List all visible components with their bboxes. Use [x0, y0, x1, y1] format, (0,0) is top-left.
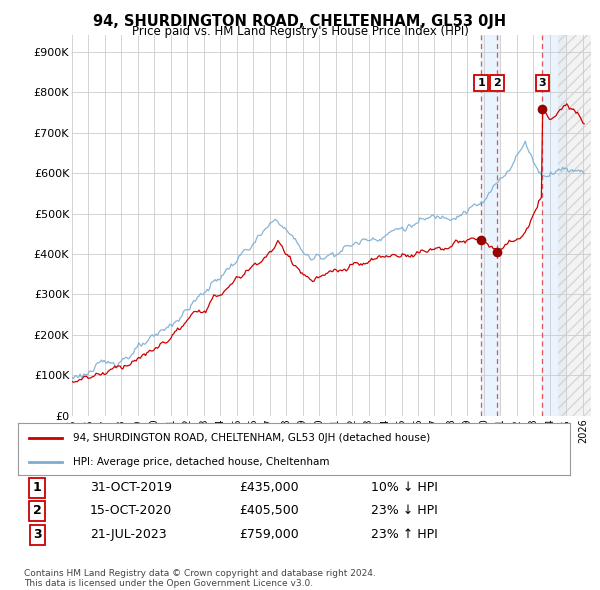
Text: 31-OCT-2019: 31-OCT-2019: [90, 481, 172, 494]
Text: 23% ↑ HPI: 23% ↑ HPI: [371, 528, 438, 541]
Text: 94, SHURDINGTON ROAD, CHELTENHAM, GL53 0JH: 94, SHURDINGTON ROAD, CHELTENHAM, GL53 0…: [94, 14, 506, 28]
Text: 3: 3: [33, 528, 41, 541]
Text: Contains HM Land Registry data © Crown copyright and database right 2024.
This d: Contains HM Land Registry data © Crown c…: [24, 569, 376, 588]
Text: 1: 1: [33, 481, 41, 494]
Text: £405,500: £405,500: [239, 504, 299, 517]
Bar: [558, 35, 591, 416]
Text: 1: 1: [477, 78, 485, 88]
Text: Price paid vs. HM Land Registry's House Price Index (HPI): Price paid vs. HM Land Registry's House …: [131, 25, 469, 38]
Text: £759,000: £759,000: [239, 528, 299, 541]
Text: £435,000: £435,000: [239, 481, 298, 494]
Text: 23% ↓ HPI: 23% ↓ HPI: [371, 504, 438, 517]
Text: 3: 3: [539, 78, 546, 88]
Bar: [542, 35, 566, 416]
Text: 2: 2: [493, 78, 501, 88]
Text: 21-JUL-2023: 21-JUL-2023: [90, 528, 166, 541]
Text: 94, SHURDINGTON ROAD, CHELTENHAM, GL53 0JH (detached house): 94, SHURDINGTON ROAD, CHELTENHAM, GL53 0…: [73, 432, 430, 442]
Bar: [481, 35, 500, 416]
Text: HPI: Average price, detached house, Cheltenham: HPI: Average price, detached house, Chel…: [73, 457, 330, 467]
Text: 15-OCT-2020: 15-OCT-2020: [90, 504, 172, 517]
Text: 2: 2: [33, 504, 41, 517]
Text: 10% ↓ HPI: 10% ↓ HPI: [371, 481, 438, 494]
